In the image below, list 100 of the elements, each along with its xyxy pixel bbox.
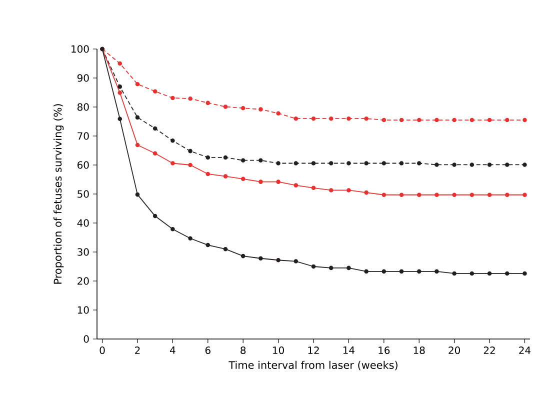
point xyxy=(522,192,527,198)
point xyxy=(522,271,527,276)
y-tick-label: 90 xyxy=(77,74,89,82)
point xyxy=(522,118,527,122)
point xyxy=(276,258,280,262)
point xyxy=(206,242,210,248)
point xyxy=(170,138,175,143)
point xyxy=(434,192,439,198)
point xyxy=(152,151,158,156)
point xyxy=(434,118,439,122)
x-tick-label: 4 xyxy=(170,346,176,354)
point xyxy=(328,161,334,166)
point xyxy=(152,214,158,218)
y-axis-title: Proportion of fetuses surviving (%) xyxy=(54,104,64,284)
point xyxy=(399,192,404,198)
x-tick-label: 18 xyxy=(414,346,425,354)
point xyxy=(240,176,246,182)
point xyxy=(276,111,280,116)
point xyxy=(276,180,280,184)
point xyxy=(487,118,492,122)
x-tick-label: 10 xyxy=(273,346,284,354)
point xyxy=(522,162,527,167)
point xyxy=(258,107,263,112)
y-tick-label: 60 xyxy=(78,161,89,169)
point xyxy=(258,180,263,184)
point xyxy=(118,84,122,89)
point xyxy=(135,192,140,197)
y-tick-label: 0 xyxy=(84,335,89,343)
point xyxy=(328,266,334,270)
point xyxy=(118,61,122,66)
point xyxy=(223,155,228,160)
point xyxy=(364,116,368,121)
point xyxy=(452,192,456,198)
point xyxy=(170,226,175,232)
point xyxy=(504,162,510,167)
point xyxy=(294,259,298,264)
point xyxy=(240,254,246,258)
point xyxy=(504,118,510,122)
point xyxy=(487,192,492,198)
point xyxy=(188,96,192,101)
point xyxy=(258,256,263,261)
point xyxy=(135,82,140,86)
point xyxy=(118,116,122,122)
point xyxy=(311,264,316,269)
y-tick-label: 80 xyxy=(77,103,89,111)
point xyxy=(311,186,316,190)
point xyxy=(470,271,474,276)
point xyxy=(382,161,386,166)
point xyxy=(276,161,280,166)
point xyxy=(223,104,228,109)
point xyxy=(346,116,351,121)
point xyxy=(152,126,158,131)
point xyxy=(188,148,192,154)
point xyxy=(258,158,263,162)
point xyxy=(346,188,351,192)
y-tick-label: 50 xyxy=(78,190,89,198)
point xyxy=(452,118,456,122)
point xyxy=(152,89,158,94)
point xyxy=(504,192,510,198)
point xyxy=(399,269,404,274)
point xyxy=(346,266,351,270)
point xyxy=(135,142,140,148)
y-tick-label: 70 xyxy=(78,132,89,140)
point xyxy=(416,269,422,274)
x-tick-label: 16 xyxy=(378,346,390,354)
x-tick-label: 20 xyxy=(448,346,460,354)
x-tick-label: 14 xyxy=(343,346,354,354)
point xyxy=(399,118,404,122)
point xyxy=(399,161,404,166)
point xyxy=(452,162,456,167)
point xyxy=(452,271,456,276)
point xyxy=(118,90,122,95)
y-tick-label: 100 xyxy=(72,45,89,53)
point xyxy=(170,96,175,100)
x-axis-title: Time interval from laser (weeks) xyxy=(228,360,398,370)
point xyxy=(311,161,316,166)
point xyxy=(504,271,510,276)
point xyxy=(206,155,210,160)
point xyxy=(470,118,474,122)
y-tick-label: 30 xyxy=(78,248,89,256)
point xyxy=(206,172,210,176)
x-tick-label: 2 xyxy=(135,346,140,354)
point xyxy=(294,161,298,166)
point xyxy=(382,118,386,122)
point xyxy=(294,116,298,121)
point xyxy=(382,269,386,274)
y-tick-label: 40 xyxy=(77,219,89,227)
point xyxy=(487,162,492,167)
point xyxy=(328,116,334,121)
point xyxy=(487,271,492,276)
point xyxy=(470,192,474,198)
point xyxy=(240,106,246,110)
point xyxy=(294,183,298,188)
x-tick-label: 6 xyxy=(205,346,210,354)
point xyxy=(240,158,246,162)
point xyxy=(470,162,474,167)
point xyxy=(311,116,316,121)
point xyxy=(434,162,439,167)
point xyxy=(416,161,422,166)
point xyxy=(170,161,175,166)
